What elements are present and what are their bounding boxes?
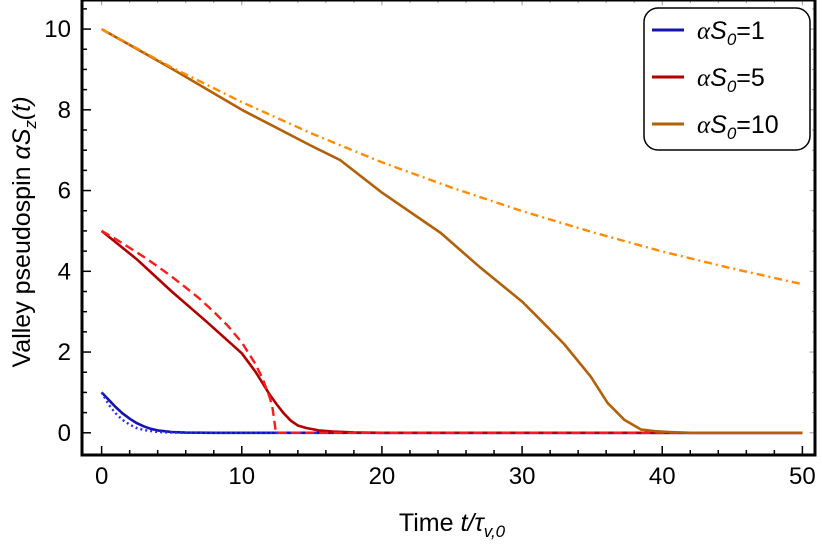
x-tick-label: 10: [228, 463, 255, 490]
y-tick-labels: 0 2 4 6 8 10: [44, 16, 71, 447]
series-line-1-dotted: [100, 391, 803, 434]
y-tick-label: 0: [58, 420, 71, 447]
legend-box: [643, 7, 811, 151]
legend-label: αS0=5: [697, 64, 765, 96]
x-tick-label: 40: [649, 463, 676, 490]
legend: αS0=1 αS0=5 αS0=10: [643, 7, 811, 151]
series-line-4-solid: [100, 27, 803, 435]
y-tick-label: 2: [58, 339, 71, 366]
y-tick-label: 8: [58, 97, 71, 124]
y-axis-label-tail: (t): [8, 96, 36, 120]
x-axis-label-main: Time: [399, 509, 461, 537]
x-axis-label: Time t/τv,0: [399, 509, 506, 541]
x-tick-label: 50: [789, 463, 816, 490]
y-tick-label: 10: [44, 16, 71, 43]
legend-label: αS0=10: [697, 111, 779, 143]
series-lines: [100, 27, 803, 435]
series-line-2-solid: [100, 229, 803, 435]
y-axis-label-var: αS: [8, 128, 36, 159]
x-tick-label: 30: [509, 463, 536, 490]
x-axis-label-var: t/τ: [460, 509, 485, 537]
x-axis-label-sub: v,0: [484, 522, 506, 541]
y-axis-label: Valley pseudospin αSz(t): [8, 96, 40, 367]
series-line-5-dashdot: [101, 28, 803, 286]
legend-label: αS0=1: [697, 17, 765, 49]
x-tick-label: 20: [369, 463, 396, 490]
series-line-3-dashed: [100, 229, 803, 434]
series-line-0-solid: [100, 391, 803, 435]
x-tick-labels: 0 10 20 30 40 50: [95, 463, 816, 490]
plot-frame: [80, 0, 817, 457]
x-tick-label: 0: [95, 463, 108, 490]
y-axis-label-sub: z: [21, 120, 40, 130]
y-axis-label-main: Valley pseudospin: [8, 160, 36, 368]
y-tick-label: 6: [58, 178, 71, 205]
y-tick-label: 4: [58, 258, 71, 285]
